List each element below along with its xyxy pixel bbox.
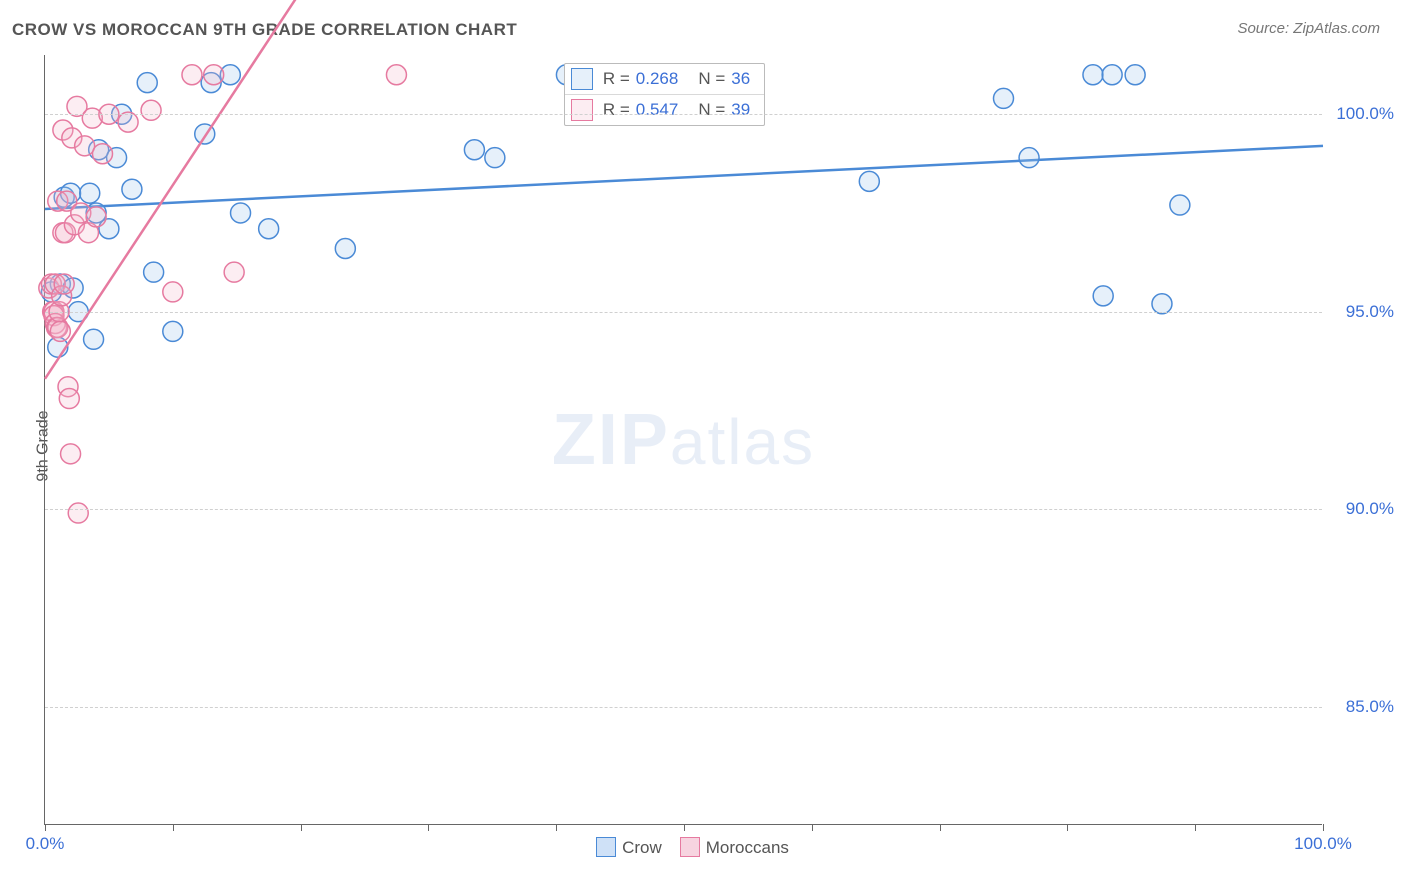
data-point (122, 179, 142, 199)
correlation-legend: R = 0.268 N = 36 R = 0.547 N = 39 (564, 63, 765, 126)
legend-n-label: N = (698, 69, 725, 89)
x-tick (556, 824, 557, 831)
data-point (54, 274, 74, 294)
legend-label: Crow (622, 838, 662, 857)
legend-swatch (680, 837, 700, 857)
data-point (80, 183, 100, 203)
x-tick-label: 100.0% (1294, 834, 1352, 854)
data-point (464, 140, 484, 160)
y-tick-label: 90.0% (1346, 499, 1394, 519)
plot-area: ZIPatlas R = 0.268N = 36R = 0.547N = 39 … (44, 55, 1322, 825)
source-attribution: Source: ZipAtlas.com (1237, 20, 1380, 37)
data-point (859, 171, 879, 191)
x-tick (1323, 824, 1324, 831)
data-point (1093, 286, 1113, 306)
data-point (163, 282, 183, 302)
data-point (1125, 65, 1145, 85)
gridline (45, 312, 1322, 313)
data-point (141, 100, 161, 120)
data-point (335, 238, 355, 258)
y-tick-label: 85.0% (1346, 697, 1394, 717)
scatter-svg (45, 55, 1322, 824)
x-tick (1067, 824, 1068, 831)
trend-line (45, 146, 1323, 209)
legend-r-label: R = (603, 69, 630, 89)
data-point (204, 65, 224, 85)
legend-row: R = 0.547 N = 39 (565, 94, 764, 125)
x-tick (428, 824, 429, 831)
x-tick (812, 824, 813, 831)
series-legend: Crow Moroccans (45, 837, 1322, 858)
legend-swatch (571, 68, 593, 90)
gridline (45, 707, 1322, 708)
x-tick (684, 824, 685, 831)
data-point (182, 65, 202, 85)
data-point (137, 73, 157, 93)
legend-swatch (596, 837, 616, 857)
data-point (59, 389, 79, 409)
data-point (1170, 195, 1190, 215)
legend-n-label: N = (698, 100, 725, 120)
gridline (45, 114, 1322, 115)
data-point (163, 321, 183, 341)
x-tick-label: 0.0% (26, 834, 65, 854)
legend-r-value: 0.268 (636, 69, 679, 89)
y-tick-label: 100.0% (1336, 104, 1394, 124)
data-point (1083, 65, 1103, 85)
chart-title: CROW VS MOROCCAN 9TH GRADE CORRELATION C… (12, 20, 517, 40)
data-point (86, 207, 106, 227)
legend-r-value: 0.547 (636, 100, 679, 120)
data-point (50, 321, 70, 341)
x-tick (301, 824, 302, 831)
data-point (224, 262, 244, 282)
x-tick (173, 824, 174, 831)
data-point (1019, 148, 1039, 168)
legend-swatch (571, 99, 593, 121)
x-tick (45, 824, 46, 831)
data-point (386, 65, 406, 85)
legend-label: Moroccans (706, 838, 789, 857)
legend-row: R = 0.268 N = 36 (565, 64, 764, 94)
data-point (485, 148, 505, 168)
data-point (994, 88, 1014, 108)
data-point (68, 503, 88, 523)
data-point (259, 219, 279, 239)
data-point (231, 203, 251, 223)
data-point (1102, 65, 1122, 85)
data-point (61, 444, 81, 464)
x-tick (1195, 824, 1196, 831)
gridline (45, 509, 1322, 510)
data-point (84, 329, 104, 349)
legend-r-label: R = (603, 100, 630, 120)
y-tick-label: 95.0% (1346, 302, 1394, 322)
legend-n-value: 36 (731, 69, 750, 89)
legend-n-value: 39 (731, 100, 750, 120)
data-point (144, 262, 164, 282)
x-tick (940, 824, 941, 831)
data-point (93, 144, 113, 164)
chart-container: CROW VS MOROCCAN 9TH GRADE CORRELATION C… (0, 0, 1406, 892)
data-point (75, 136, 95, 156)
